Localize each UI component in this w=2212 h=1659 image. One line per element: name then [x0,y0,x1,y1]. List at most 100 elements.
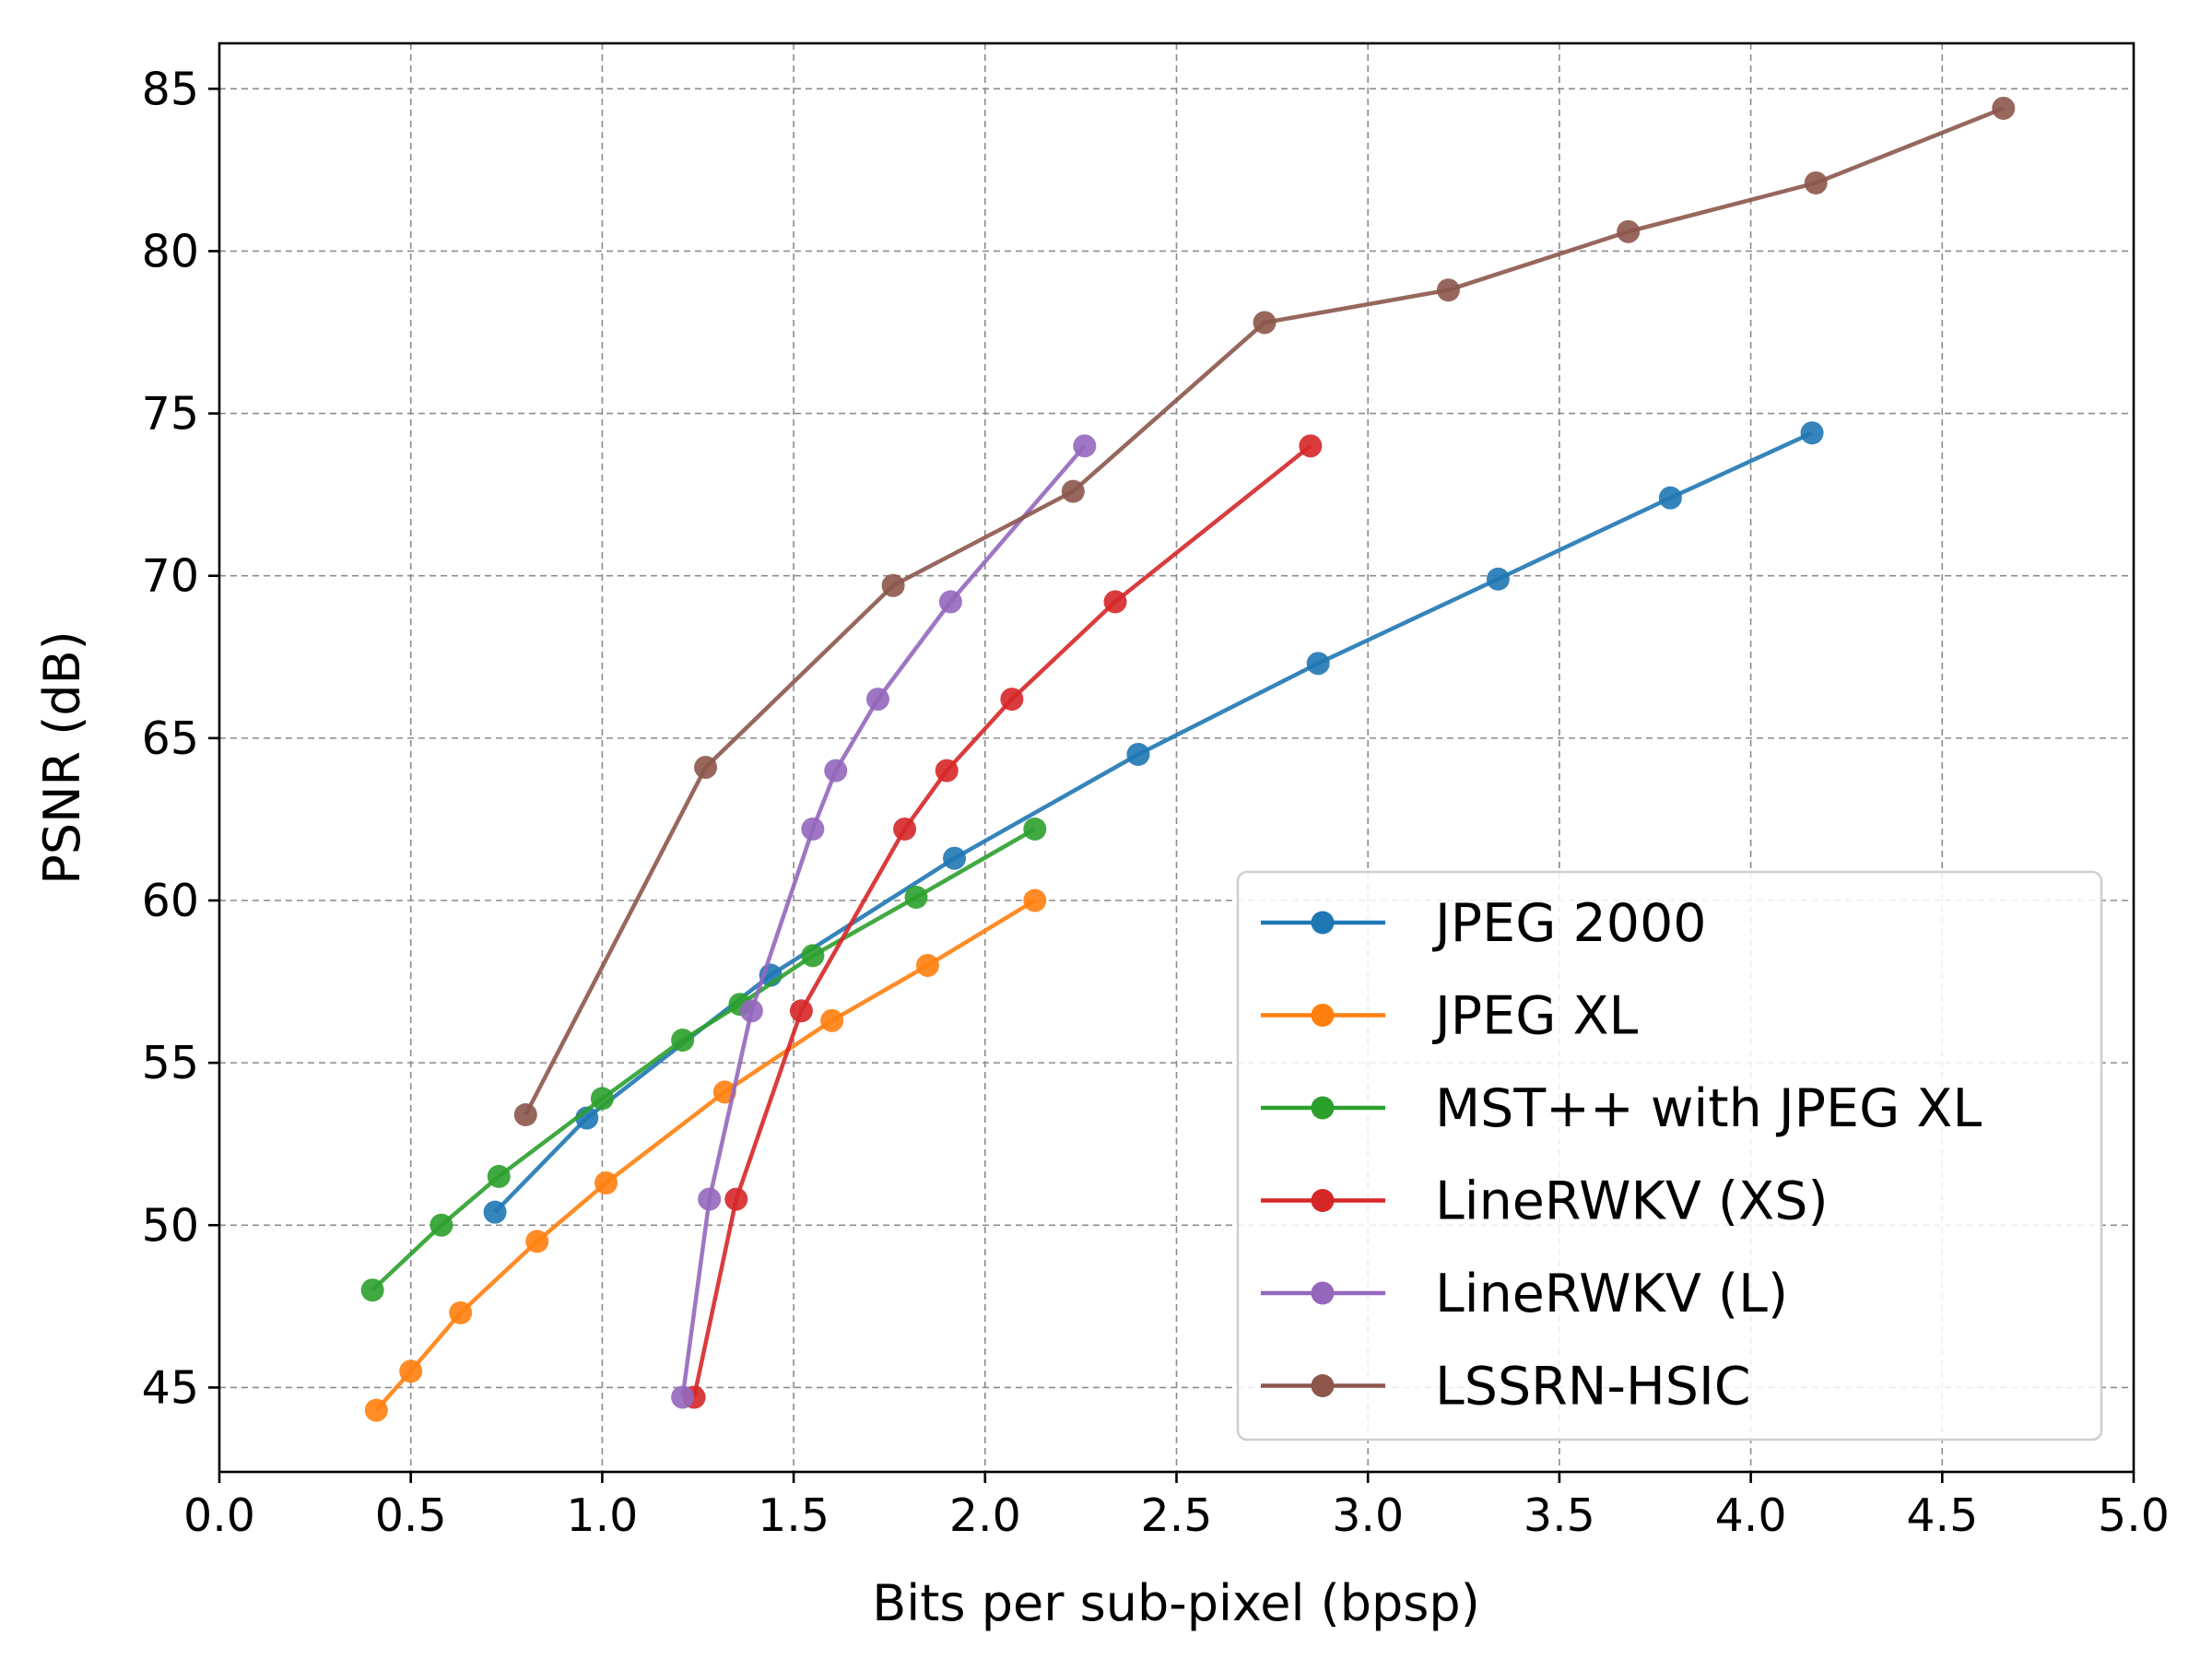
data-point [943,846,967,870]
data-point [360,1278,384,1302]
data-point [739,999,763,1023]
y-tick-label: 60 [142,875,199,927]
series-1 [364,888,1047,1422]
y-tick-label: 45 [142,1361,199,1414]
x-tick-label: 5.0 [2098,1489,2170,1542]
data-point [483,1200,507,1224]
y-tick-label: 70 [142,550,199,603]
data-point [1253,311,1277,335]
y-axis-label: PSNR (dB) [33,630,91,884]
legend-marker [1311,1189,1335,1212]
y-tick-label: 75 [142,388,199,441]
data-point [1299,434,1323,458]
legend-entry: LSSRN-HSIC [1261,1357,1751,1418]
series-line [371,827,1036,1292]
data-point [1103,590,1127,614]
series-line [691,444,1312,1398]
legend-label: LineRWKV (XS) [1435,1171,1829,1232]
x-tick-label: 3.0 [1332,1489,1404,1542]
legend-marker [1311,911,1335,935]
legend-marker [1311,1374,1335,1397]
x-tick-label: 1.5 [758,1489,830,1542]
data-point [881,573,905,597]
data-point [820,1008,844,1032]
data-point [938,590,962,614]
legend-marker [1311,1281,1335,1305]
data-point [1073,434,1097,458]
data-point [671,1028,695,1052]
data-point [1800,421,1824,445]
legend-entry: JPEG XL [1261,986,1639,1047]
data-point [865,688,889,712]
legend-marker [1311,1096,1335,1120]
legend-entry: LineRWKV (L) [1261,1264,1788,1324]
data-point [1617,219,1641,243]
y-tick-label: 85 [142,63,199,115]
data-point [525,1230,549,1253]
data-point [935,759,959,782]
data-point [594,1171,618,1194]
plot-frame [218,41,2136,1474]
x-tick-label: 1.0 [566,1489,638,1542]
data-point [1992,96,2016,120]
data-point [1000,688,1024,712]
legend-label: JPEG XL [1432,986,1639,1047]
axis-ticks: 0.0 0.5 1.0 1.5 2.0 2.5 3.0 3.5 4.0 4.5 5.0 45 50 55 6… [142,63,2170,1542]
legend-label: MST++ with JPEG XL [1435,1078,1982,1139]
x-axis-label: Bits per sub-pixel (bpsp) [872,1574,1480,1632]
data-point [1658,486,1682,510]
data-point [904,885,928,909]
data-point [1126,742,1150,766]
y-tick-label: 80 [142,225,199,277]
legend-label: LSSRN-HSIC [1435,1357,1751,1418]
data-point [1436,278,1460,302]
data-point [694,756,718,780]
data-point [449,1300,473,1324]
data-point [1023,888,1047,912]
x-tick-label: 0.0 [183,1489,255,1542]
series-line [680,444,1087,1398]
data-point [789,999,813,1023]
data-point [1061,479,1085,503]
data-point [1486,567,1510,591]
data-point [590,1087,614,1111]
legend-marker [1311,1004,1335,1027]
legend-entry: LineRWKV (XS) [1261,1171,1829,1232]
data-point [364,1398,388,1422]
data-point [698,1187,722,1211]
series-2 [360,818,1047,1302]
x-tick-label: 4.5 [1906,1489,1978,1542]
x-tick-label: 2.5 [1141,1489,1213,1542]
data-point [801,818,825,841]
legend-box [1236,870,2103,1441]
y-tick-label: 50 [142,1199,199,1252]
data-point [724,1187,748,1211]
data-point [915,953,939,977]
plot-series [360,96,2016,1422]
data-point [513,1103,537,1126]
x-tick-label: 4.0 [1715,1489,1787,1542]
y-tick-label: 55 [142,1037,199,1089]
series-4 [671,434,1097,1409]
data-point [429,1213,453,1237]
data-point [671,1385,695,1409]
data-point [893,818,917,841]
legend-entry: MST++ with JPEG XL [1261,1078,1982,1139]
data-point [801,944,825,968]
series-5 [513,96,2016,1126]
x-tick-label: 2.0 [949,1489,1021,1542]
y-tick-label: 65 [142,712,199,765]
legend-label: LineRWKV (L) [1435,1264,1788,1324]
data-point [1804,171,1828,194]
data-point [1306,652,1330,676]
data-point [1023,818,1047,841]
x-tick-label: 0.5 [375,1489,447,1542]
x-tick-label: 3.5 [1524,1489,1595,1542]
data-point [487,1164,511,1188]
legend-entry: JPEG 2000 [1261,893,1707,954]
legend-label: JPEG 2000 [1432,893,1707,954]
data-point [399,1359,423,1383]
legend: JPEG 2000 JPEG XL MST++ with JPEG XL LineRW… [1236,870,2103,1441]
data-point [824,759,848,782]
